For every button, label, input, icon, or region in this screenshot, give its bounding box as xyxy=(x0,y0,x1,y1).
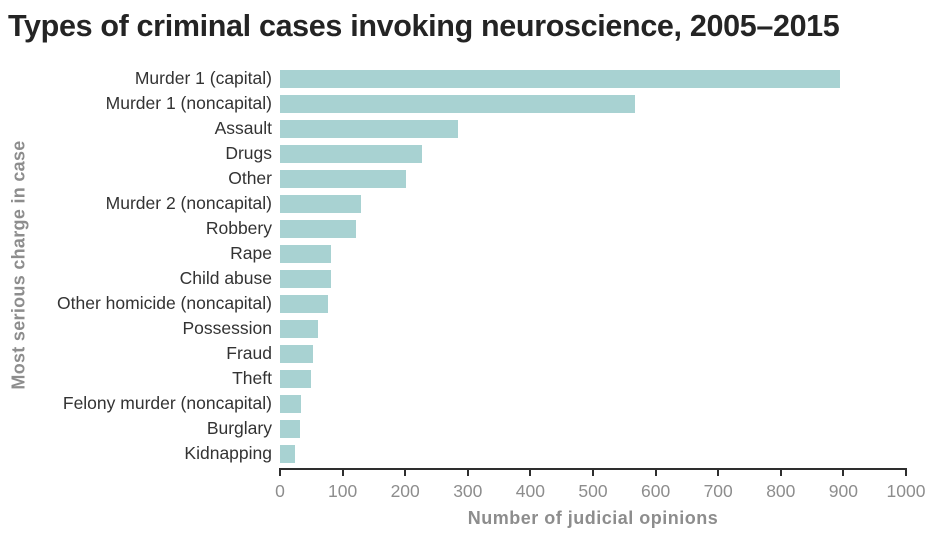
bar xyxy=(280,444,295,463)
x-tick-mark xyxy=(717,469,720,476)
bar-rows: Murder 1 (capital) Murder 1 (noncapital) A… xyxy=(0,66,930,466)
category-label: Assault xyxy=(214,118,272,139)
x-tick-mark xyxy=(905,469,907,476)
category-label: Felony murder (noncapital) xyxy=(62,393,272,414)
x-tick-label: 800 xyxy=(766,481,796,501)
x-tick-mark xyxy=(341,469,344,476)
bar xyxy=(280,419,300,438)
bar-row: Murder 1 (capital) xyxy=(0,66,930,91)
category-label: Murder 1 (capital) xyxy=(134,68,272,89)
x-tick-mark xyxy=(404,469,407,476)
x-axis-line xyxy=(279,467,907,470)
x-tick-mark xyxy=(529,469,532,476)
chart-title: Types of criminal cases invoking neurosc… xyxy=(8,9,840,43)
bar-row: Other xyxy=(0,166,930,191)
bar xyxy=(280,294,329,313)
bar xyxy=(280,244,332,263)
bar-row: Murder 1 (noncapital) xyxy=(0,91,930,116)
bar-row: Robbery xyxy=(0,216,930,241)
bar xyxy=(280,344,313,363)
bar xyxy=(280,394,301,413)
x-tick-label: 900 xyxy=(828,481,858,501)
bar xyxy=(280,269,332,288)
bar-row: Fraud xyxy=(0,341,930,366)
bar-row: Possession xyxy=(0,316,930,341)
category-label: Drugs xyxy=(225,143,272,164)
x-tick-mark xyxy=(466,469,469,476)
x-tick-mark xyxy=(592,469,594,476)
bar xyxy=(280,219,356,238)
category-label: Possession xyxy=(182,318,273,339)
bar xyxy=(280,169,406,188)
x-tick-label: 600 xyxy=(640,481,671,501)
category-label: Murder 1 (noncapital) xyxy=(105,93,272,114)
bar-row: Kidnapping xyxy=(0,441,930,466)
category-label: Robbery xyxy=(205,218,272,239)
x-tick-label: 100 xyxy=(327,481,358,501)
bar-row: Burglary xyxy=(0,416,930,441)
x-tick-label: 200 xyxy=(390,481,420,501)
bar xyxy=(280,194,362,213)
y-axis-title: Most serious charge in case xyxy=(8,140,29,390)
bar-row: Drugs xyxy=(0,141,930,166)
bar-row: Murder 2 (noncapital) xyxy=(0,191,930,216)
x-axis-title: Number of judicial opinions xyxy=(467,508,719,528)
bar-row: Other homicide (noncapital) xyxy=(0,291,930,316)
x-tick-label: 1000 xyxy=(886,481,926,501)
category-label: Child abuse xyxy=(179,268,272,289)
category-label: Kidnapping xyxy=(184,443,272,464)
x-tick-mark xyxy=(279,469,281,476)
bar-row: Theft xyxy=(0,366,930,391)
x-tick-label: 400 xyxy=(515,481,545,501)
bar-row: Child abuse xyxy=(0,266,930,291)
category-label: Fraud xyxy=(226,343,272,364)
bar xyxy=(280,319,318,338)
x-tick-label: 0 xyxy=(275,481,285,501)
category-label: Theft xyxy=(232,368,272,389)
category-label: Other xyxy=(228,168,272,189)
bar xyxy=(280,119,458,138)
x-tick-mark xyxy=(779,469,782,476)
x-tick-mark xyxy=(842,469,845,476)
category-label: Rape xyxy=(230,243,272,264)
bar xyxy=(280,69,841,88)
bar xyxy=(280,369,312,388)
category-label: Other homicide (noncapital) xyxy=(57,293,272,314)
bar-row: Rape xyxy=(0,241,930,266)
bar xyxy=(280,144,423,163)
x-tick-label: 500 xyxy=(578,481,608,501)
bar-row: Felony murder (noncapital) xyxy=(0,391,930,416)
x-tick-label: 300 xyxy=(453,481,483,501)
x-tick-label: 700 xyxy=(703,481,733,501)
category-label: Murder 2 (noncapital) xyxy=(105,193,272,214)
category-label: Burglary xyxy=(206,418,272,439)
bar-row: Assault xyxy=(0,116,930,141)
bar xyxy=(280,94,635,113)
x-tick-mark xyxy=(654,469,657,476)
